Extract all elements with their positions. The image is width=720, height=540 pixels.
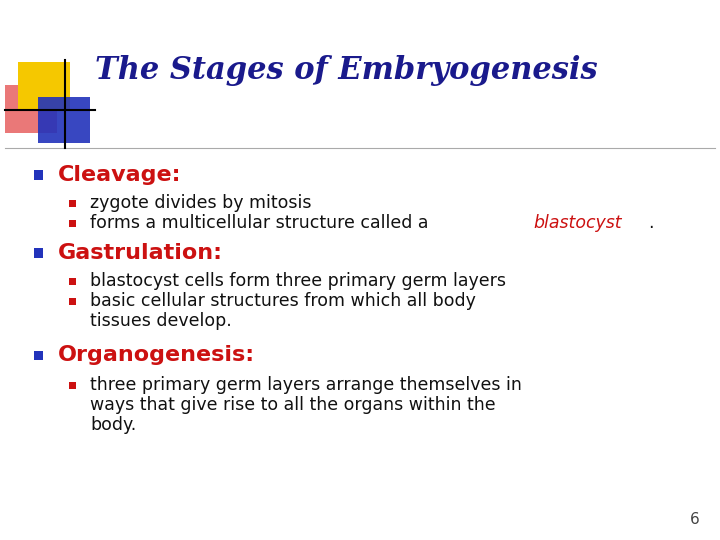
Text: three primary germ layers arrange themselves in: three primary germ layers arrange themse… [90,376,522,394]
Bar [34,171,42,179]
Bar [68,278,76,285]
Bar [68,298,76,305]
Text: ways that give rise to all the organs within the: ways that give rise to all the organs wi… [90,396,495,414]
Bar [38,97,90,143]
Text: The Stages of Embryogenesis: The Stages of Embryogenesis [95,55,598,85]
Text: Organogenesis:: Organogenesis: [58,345,255,365]
Bar [68,199,76,206]
Text: blastocyst: blastocyst [534,214,623,232]
Bar [18,62,70,110]
Text: forms a multicellular structure called a: forms a multicellular structure called a [90,214,434,232]
Text: blastocyst cells form three primary germ layers: blastocyst cells form three primary germ… [90,272,506,290]
Bar [68,381,76,388]
Bar [34,350,42,360]
Text: 6: 6 [690,512,700,528]
Text: .: . [648,214,654,232]
Text: basic cellular structures from which all body: basic cellular structures from which all… [90,292,476,310]
Bar [5,85,57,133]
Text: zygote divides by mitosis: zygote divides by mitosis [90,194,312,212]
Text: Cleavage:: Cleavage: [58,165,181,185]
Text: tissues develop.: tissues develop. [90,312,232,330]
Text: body.: body. [90,416,136,434]
Bar [34,248,42,258]
Bar [68,219,76,226]
Text: Gastrulation:: Gastrulation: [58,243,223,263]
